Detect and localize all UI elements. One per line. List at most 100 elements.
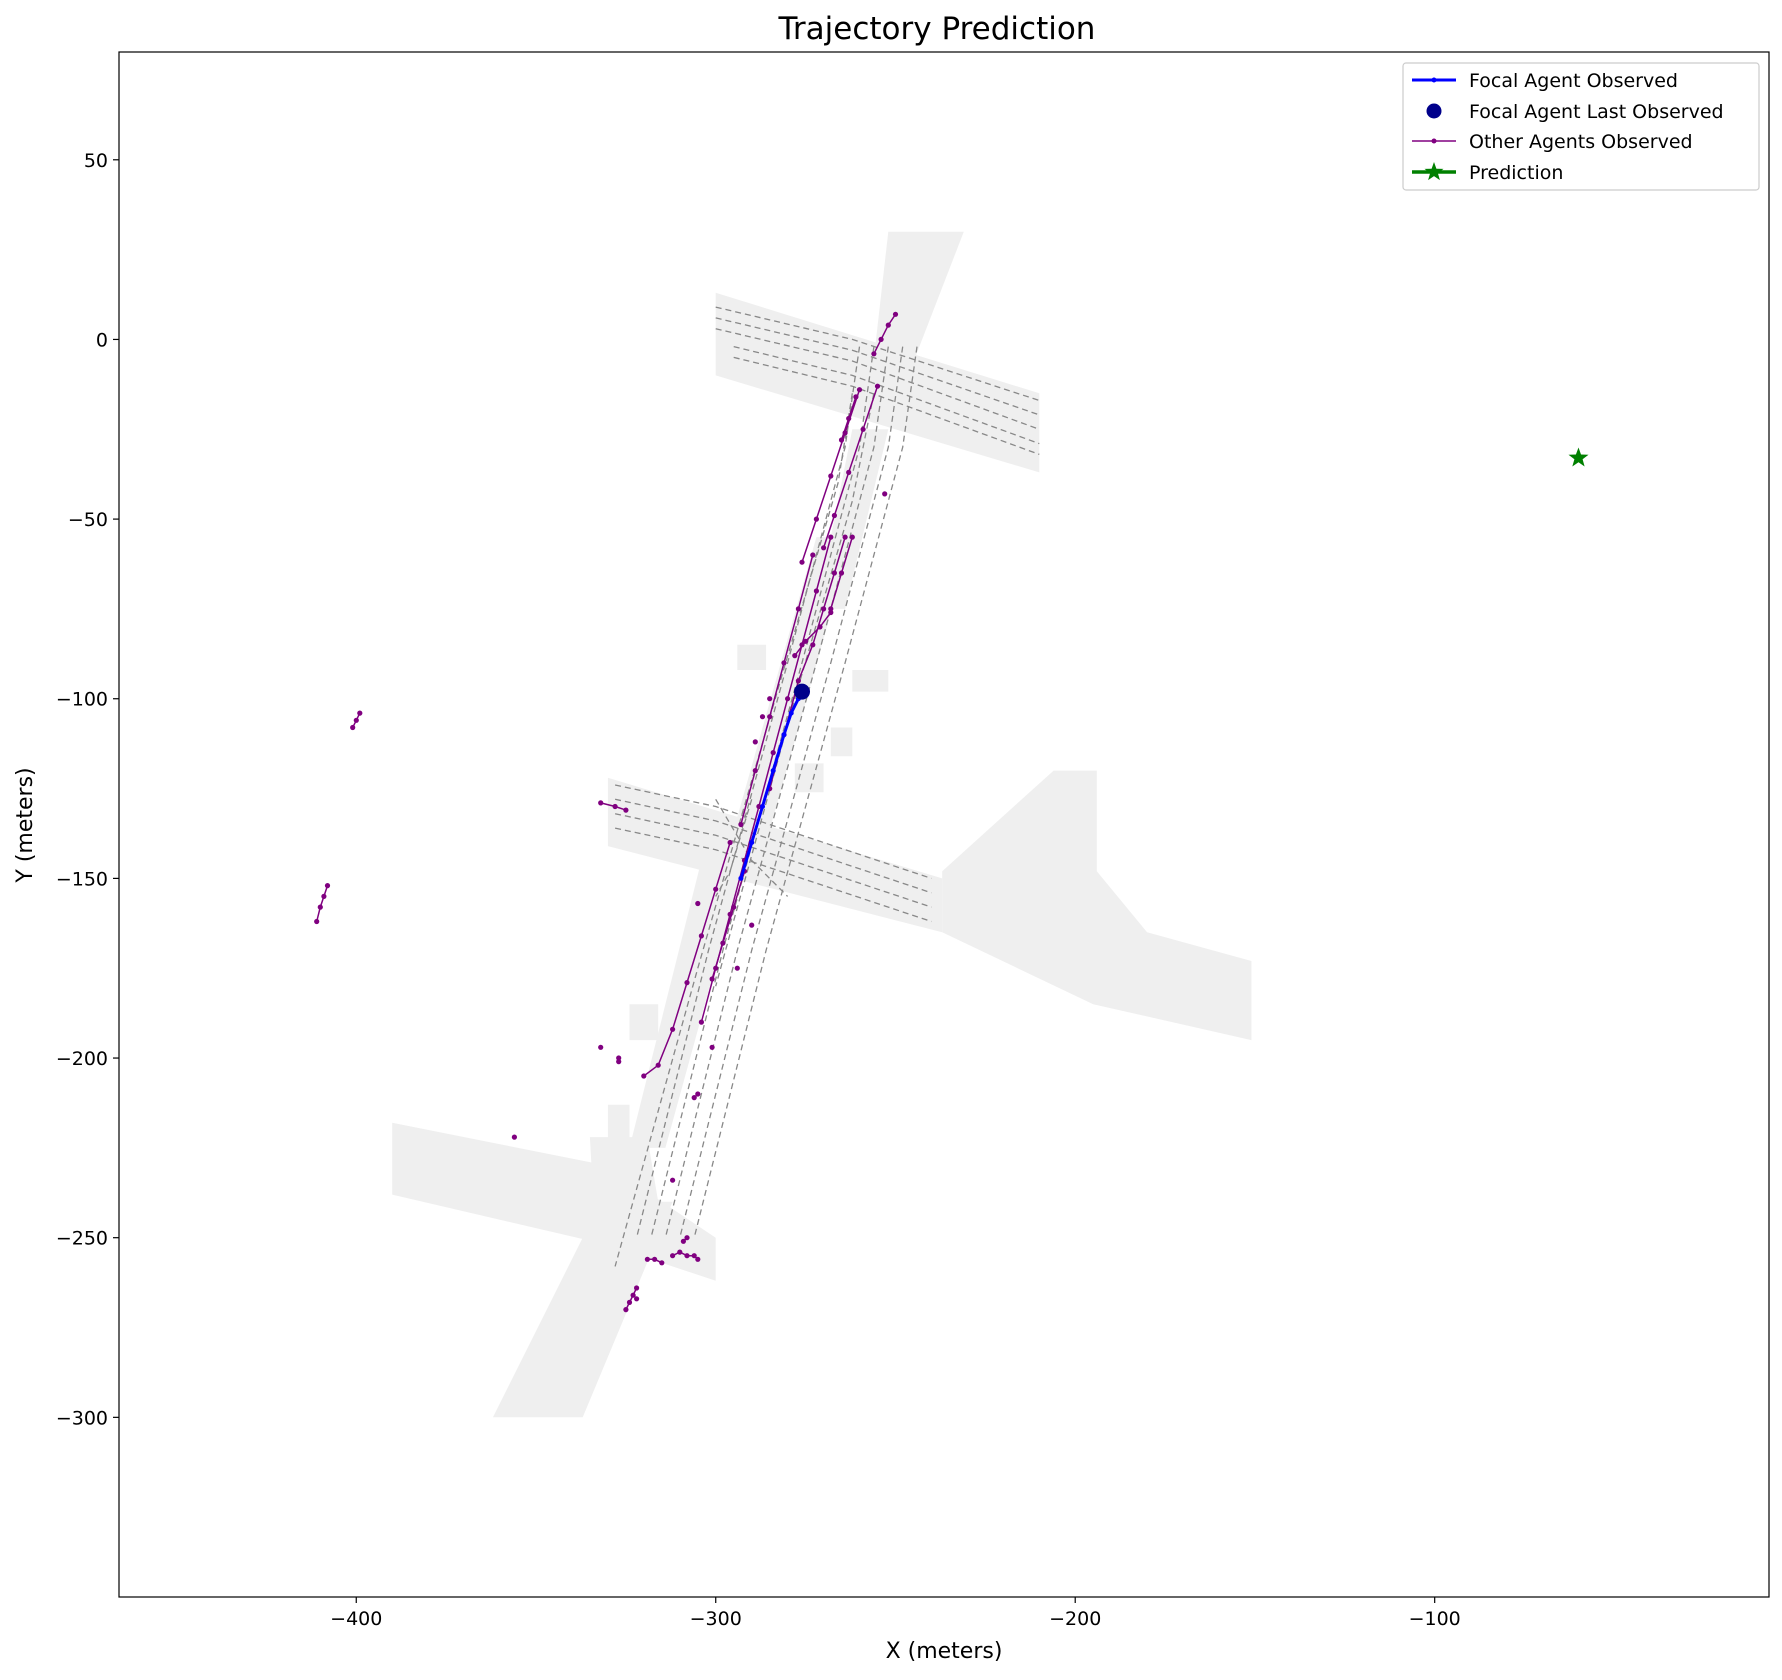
lane-centerline <box>679 346 904 1238</box>
plot-area <box>314 231 1589 1418</box>
focal-agent <box>738 683 810 881</box>
legend-label-other-agents: Other Agents Observed <box>1469 131 1693 153</box>
y-tick-label: −300 <box>56 1407 108 1429</box>
lane-centerline <box>733 345 1040 445</box>
other-agent-point <box>767 714 773 720</box>
other-agent-point <box>623 807 629 813</box>
lane-centerline <box>614 393 853 1267</box>
chart-title: Trajectory Prediction <box>778 11 1096 47</box>
other-agent-point <box>831 512 838 519</box>
other-agent-point <box>756 803 762 810</box>
other-agent-point <box>752 768 758 774</box>
other-agent-point <box>634 1285 640 1291</box>
other-agent-point <box>670 1253 676 1259</box>
other-agent-point <box>767 696 773 702</box>
legend: Focal Agent Observed Focal Agent Last Ob… <box>1402 62 1760 191</box>
other-agent-point <box>353 717 359 723</box>
plot-frame <box>118 51 1770 1598</box>
other-agent-point <box>803 638 809 644</box>
y-tick-label: −150 <box>56 868 108 890</box>
x-tick-label: −200 <box>1049 1608 1101 1630</box>
other-agent-point <box>695 1091 701 1097</box>
other-agent-point <box>842 534 848 540</box>
other-agent-point <box>752 739 758 745</box>
other-agent-point <box>684 1235 690 1241</box>
other-agent-point <box>731 904 737 910</box>
other-agent-point <box>727 839 733 846</box>
other-agent-point <box>795 606 802 612</box>
other-agent-point <box>634 1296 640 1302</box>
other-agent-point <box>817 624 823 630</box>
other-agent-point <box>871 351 877 357</box>
other-agent-point <box>659 1260 665 1266</box>
lane-centerline <box>614 813 932 908</box>
other-agent-point <box>616 1059 622 1065</box>
other-agent-point <box>846 469 852 475</box>
other-agent-point <box>680 1238 687 1244</box>
other-agent-point <box>321 893 327 900</box>
other-agent-point <box>713 886 719 892</box>
other-agent-point <box>623 1307 629 1313</box>
other-agent-point <box>759 714 766 720</box>
other-agent-point <box>670 1177 676 1183</box>
lane-centerline <box>614 784 932 880</box>
legend-star-icon <box>1424 162 1444 181</box>
map-drivable-area <box>629 860 745 1148</box>
other-agent-point <box>677 1249 683 1255</box>
other-agent-point <box>652 1256 658 1262</box>
other-agent-point <box>749 922 755 928</box>
other-agent-track <box>625 1287 638 1310</box>
legend-others-dot <box>1431 138 1437 144</box>
lane-centerline <box>650 346 875 1238</box>
lane-centerline <box>693 346 918 1238</box>
other-agents <box>314 311 899 1313</box>
lane-centerline <box>635 346 861 1238</box>
lane-centerline <box>614 798 932 894</box>
other-agent-track <box>794 612 832 657</box>
other-agent-point <box>684 1253 690 1259</box>
other-agent-point <box>849 534 855 540</box>
prediction-layer <box>1568 447 1589 467</box>
y-tick-label: −50 <box>68 509 108 531</box>
focal-agent-point <box>788 710 794 716</box>
y-tick-label: 50 <box>84 150 108 172</box>
x-axis-label: X (meters) <box>886 1639 1003 1664</box>
map-drivable-area <box>830 727 853 757</box>
other-agent-point <box>655 1062 661 1068</box>
other-agent-point <box>828 609 834 616</box>
other-agent-point <box>860 426 866 432</box>
other-agent-track <box>315 885 329 922</box>
other-agent-point <box>795 678 802 684</box>
legend-label-prediction: Prediction <box>1469 162 1563 184</box>
map-drivable-area <box>794 763 824 793</box>
other-agent-track <box>711 870 746 980</box>
other-agent-track <box>740 554 814 825</box>
other-agent-point <box>810 552 816 558</box>
other-agent-point <box>695 1256 701 1262</box>
y-tick-label: 0 <box>96 329 108 351</box>
map-drivable-area <box>942 770 1252 1041</box>
focal-agent-point <box>749 840 755 845</box>
other-agent-point <box>641 1073 647 1079</box>
map-drivable-area <box>629 1004 659 1041</box>
legend-focal-last-marker <box>1426 103 1442 119</box>
map-drivable-area <box>852 670 889 692</box>
x-tick-label: −300 <box>690 1608 742 1630</box>
other-agent-point <box>314 918 320 925</box>
map-areas <box>392 231 1252 1418</box>
other-agent-point <box>856 387 863 393</box>
y-axis-label: Y (meters) <box>13 767 38 883</box>
other-agent-point <box>813 516 820 522</box>
focal-agent-point <box>781 732 787 738</box>
y-tick-label: −250 <box>56 1228 108 1250</box>
lane-centerline <box>715 306 1040 402</box>
other-agent-point <box>770 750 776 756</box>
other-agent-point <box>882 491 888 497</box>
other-agent-point <box>781 660 787 666</box>
lane-centerline <box>614 827 932 923</box>
other-agent-point <box>698 1019 705 1025</box>
other-agent-track <box>873 313 897 355</box>
other-agent-point <box>813 588 820 594</box>
other-agent-point <box>885 322 891 328</box>
other-agent-point <box>892 311 899 317</box>
